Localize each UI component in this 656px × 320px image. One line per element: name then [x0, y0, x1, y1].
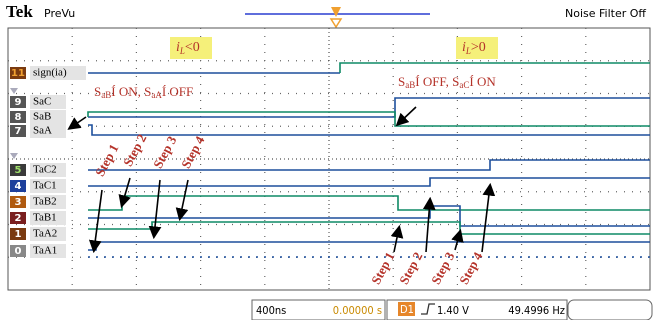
- channel-label: TaB2: [33, 196, 57, 208]
- channel-label: TaC1: [33, 180, 57, 192]
- channel-number: 9: [15, 97, 22, 108]
- channel-label: TaB1: [33, 212, 57, 224]
- step-label: Step 4: [178, 133, 208, 171]
- arrows: [70, 107, 490, 252]
- arrow: [426, 200, 430, 252]
- step-label: Step 1: [92, 141, 121, 178]
- arrow: [394, 228, 399, 252]
- annotation-part: Í OFF, S: [415, 74, 459, 89]
- trace: [88, 98, 650, 117]
- channel-label: sign(ia): [33, 67, 67, 79]
- channel-label: TaC2: [33, 164, 57, 176]
- arrow: [154, 180, 160, 236]
- arrow: [70, 117, 86, 128]
- step-label: Step 3: [428, 249, 458, 287]
- trigger-source: D11: [400, 303, 420, 316]
- channel-number: 2: [15, 213, 22, 224]
- position: 0.00000 s: [333, 304, 382, 317]
- labels: 11 sign(ia) 9 SaC 8 SaB 7 SaA 5 TaC2 4 TaC1 3 TaB2 2 Ta…: [10, 40, 496, 287]
- annotation: SaBÍ ON, SaAÍ OFF: [94, 84, 193, 100]
- channel-number: 5: [15, 165, 22, 176]
- step-label: Step 2: [120, 131, 149, 168]
- channel-label: SaC: [33, 96, 51, 108]
- annotation-part: Í ON: [469, 74, 496, 89]
- trace: [88, 206, 650, 226]
- mode: PreVu: [44, 7, 75, 20]
- channel-number: 3: [15, 197, 22, 208]
- region-label-part: <0: [185, 40, 200, 55]
- step-label: Step 4: [456, 249, 486, 287]
- trace: [88, 112, 650, 126]
- annotation-part: S: [94, 84, 101, 99]
- channel-number: 4: [15, 181, 22, 192]
- status-box: [568, 300, 652, 320]
- channel-number: 1: [15, 229, 22, 240]
- trace: [340, 63, 650, 73]
- channel-label: SaA: [33, 125, 52, 137]
- trace: [88, 222, 650, 234]
- step-label: Step 2: [396, 249, 425, 286]
- annotation-part: S: [398, 74, 405, 89]
- region-label: iL<0: [176, 40, 200, 56]
- annotation-part: aB: [101, 90, 111, 100]
- channel-number: 0: [15, 246, 22, 257]
- region-label: iL>0: [462, 40, 486, 56]
- trace: [88, 160, 650, 170]
- channel-number: 8: [15, 112, 22, 123]
- channel-number: 7: [15, 126, 22, 137]
- timebase: 400ns: [256, 304, 286, 317]
- brand: Tek: [6, 2, 33, 21]
- channel-label: SaB: [33, 111, 51, 123]
- step-label: Step 3: [150, 133, 180, 171]
- annotation: SaBÍ OFF, SaCÍ ON: [398, 74, 496, 90]
- trace: [88, 242, 650, 250]
- annotation-part: aC: [459, 80, 469, 90]
- annotation-part: aA: [151, 90, 162, 100]
- oscilloscope-screen: Tek PreVu Noise Filter Off 11 sign(ia) 9 S: [0, 0, 656, 320]
- region-label-part: >0: [471, 40, 486, 55]
- arrow: [455, 232, 460, 250]
- channel-number: 11: [11, 68, 25, 79]
- annotation-part: aB: [405, 80, 415, 90]
- frequency: 49.4996 Hz: [508, 304, 565, 317]
- filter-status: Noise Filter Off: [565, 7, 646, 20]
- annotation-part: Í OFF: [162, 84, 193, 99]
- channel-label: TaA2: [33, 228, 57, 240]
- arrow: [94, 190, 102, 250]
- trace: [88, 196, 650, 210]
- group-marker: [10, 153, 18, 159]
- annotation-part: Í ON, S: [111, 84, 151, 99]
- channel-label: TaA1: [33, 245, 57, 257]
- trigger-marker: [331, 7, 341, 17]
- trace: [88, 178, 650, 186]
- trigger-level: 1.40 V: [437, 304, 469, 317]
- trigger-edge-icon: [421, 304, 435, 314]
- trigger-position: [331, 19, 341, 27]
- arrow: [398, 107, 416, 124]
